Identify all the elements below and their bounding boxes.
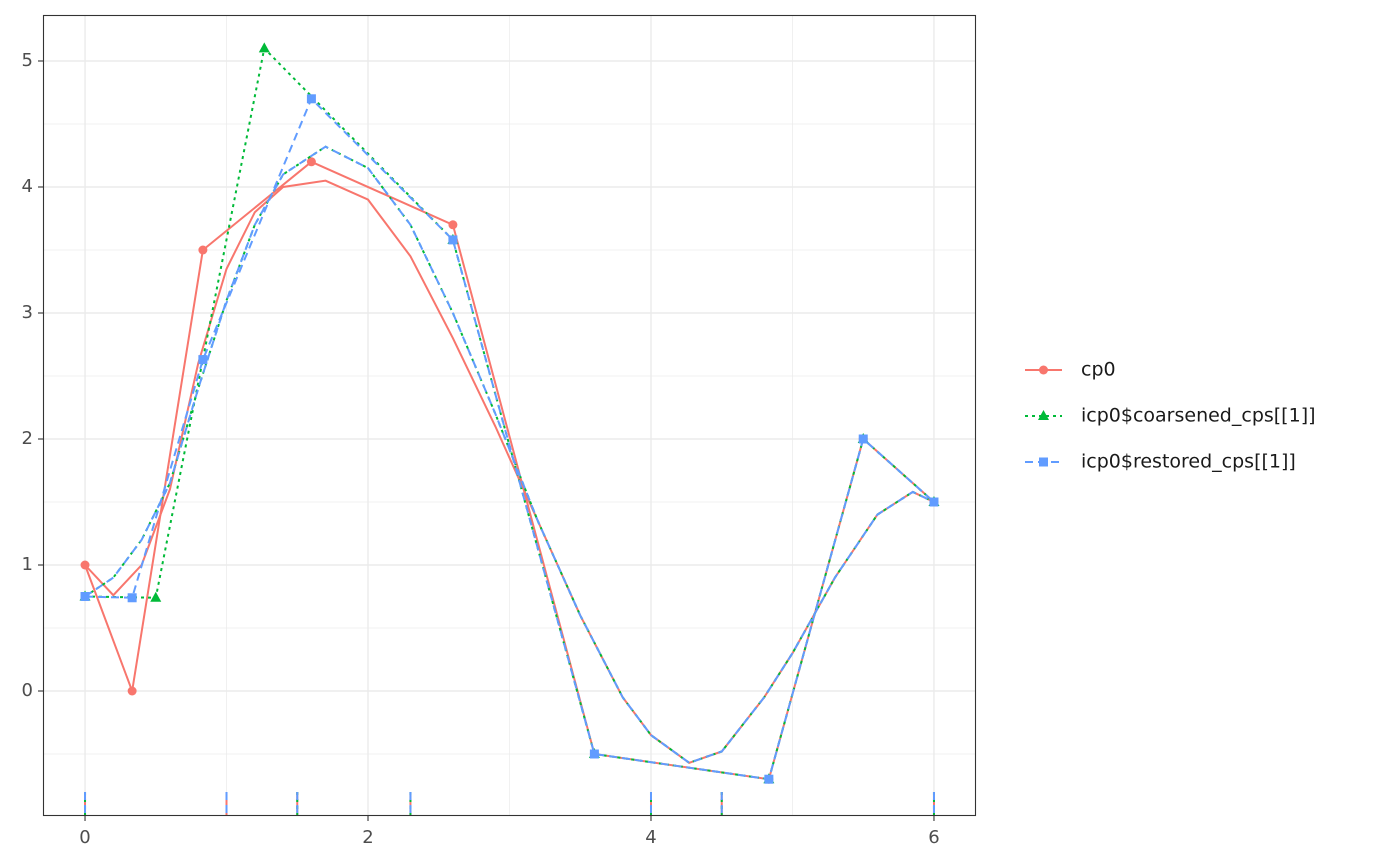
point xyxy=(127,686,137,696)
point xyxy=(448,235,458,245)
y-tick-label: 0 xyxy=(22,680,33,701)
point xyxy=(80,560,90,570)
x-tick-label: 6 xyxy=(928,827,939,848)
point xyxy=(306,157,316,167)
y-tick-label: 3 xyxy=(22,302,33,323)
legend-marker xyxy=(1038,410,1049,420)
point xyxy=(306,94,316,104)
legend-label: cp0 xyxy=(1081,359,1116,381)
legend-marker xyxy=(1039,457,1048,467)
y-tick-label: 5 xyxy=(22,50,33,71)
y-tick-label: 1 xyxy=(22,554,33,575)
legend-marker xyxy=(1039,365,1048,375)
point xyxy=(858,434,868,444)
plot-area xyxy=(79,42,940,816)
point xyxy=(448,220,458,230)
point xyxy=(198,355,208,365)
point xyxy=(127,593,137,603)
point xyxy=(764,774,774,784)
x-tick-label: 0 xyxy=(79,827,90,848)
point xyxy=(929,497,939,507)
y-tick-label: 2 xyxy=(22,428,33,449)
x-tick-label: 4 xyxy=(645,827,656,848)
spline-curve xyxy=(84,145,935,764)
x-tick-label: 2 xyxy=(362,827,373,848)
point xyxy=(258,42,270,53)
point xyxy=(589,749,599,759)
axes: 0 2 4 6 0 1 2 3 4 5 xyxy=(22,50,940,848)
point xyxy=(198,245,208,255)
y-tick-label: 4 xyxy=(22,176,33,197)
point xyxy=(80,592,90,602)
legend-label: icp0$restored_cps[[1]] xyxy=(1081,451,1296,473)
panel-border xyxy=(42,14,977,817)
grid xyxy=(43,15,976,816)
point xyxy=(150,591,162,602)
legend-label: icp0$coarsened_cps[[1]] xyxy=(1081,405,1316,427)
control-polygon xyxy=(84,97,935,781)
legend: cp0 icp0$coarsened_cps[[1]] icp0$restored_… xyxy=(1025,359,1316,473)
